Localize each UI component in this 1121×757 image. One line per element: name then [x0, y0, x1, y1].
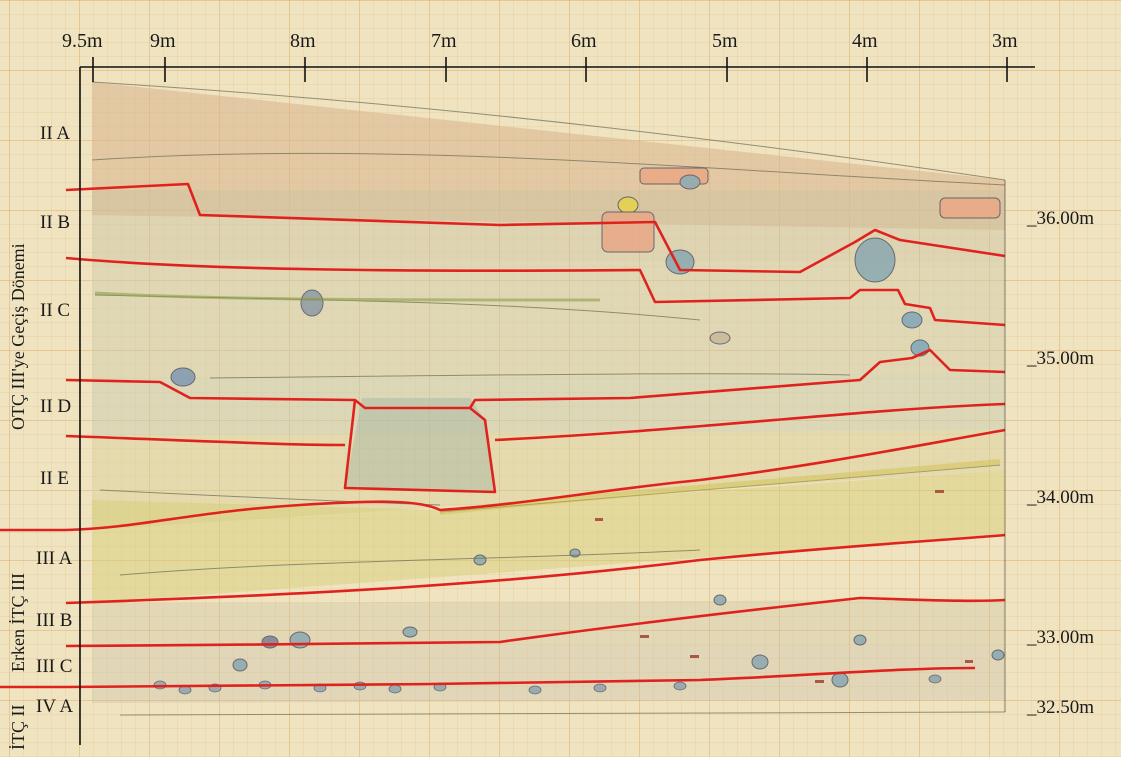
boundary-iia-iib [65, 182, 1006, 274]
boundary-iib-iic [65, 256, 1006, 327]
layer-label-iii-a: III A [36, 548, 73, 569]
x-tick-label: 3m [992, 30, 1018, 52]
boundary-iid-iie [65, 402, 1006, 447]
x-tick-label: 5m [712, 30, 738, 52]
boundary-lines [65, 182, 1006, 689]
elevation-label: _36.00m [1027, 208, 1095, 229]
layer-label-ii-e: II E [40, 468, 70, 489]
layer-label-iii-c: III C [36, 656, 73, 677]
brick-fragments [595, 490, 973, 683]
boundary-iiic-iva [65, 666, 976, 689]
layer-label-iv-a: IV A [36, 696, 74, 717]
yellow-lens [439, 459, 1001, 515]
layer-fill-ii-a [92, 82, 1005, 230]
layer-label-ii-d: II D [40, 396, 72, 417]
elevation-label: _32.50m [1027, 697, 1095, 718]
x-tick-label: 9.5m [62, 30, 103, 52]
boundary-iiia-iiib [65, 533, 1006, 605]
x-tick-label: 6m [571, 30, 597, 52]
axes [79, 57, 1035, 745]
layer-fill-iii-a [92, 470, 1005, 603]
elevation-label: _34.00m [1027, 487, 1095, 508]
boundary-iie-iiia [65, 428, 1006, 532]
layer-label-ii-a: II A [40, 123, 71, 144]
layer-fill-ii-c [92, 260, 1005, 380]
layer-label-ii-b: II B [40, 212, 71, 233]
pit-outline [343, 399, 497, 494]
elevation-label: _33.00m [1027, 627, 1095, 648]
x-tick-label: 7m [431, 30, 457, 52]
elevation-label: _35.00m [1027, 348, 1095, 369]
layer-label-ii-c: II C [40, 300, 71, 321]
boundary-iiib-iiic [65, 596, 1006, 648]
green-lens [94, 291, 601, 302]
layer-label-iii-b: III B [36, 610, 73, 631]
x-tick-label: 4m [852, 30, 878, 52]
x-tick-label: 9m [150, 30, 176, 52]
layer-fill-ii-b [92, 190, 1005, 262]
layer-fill-iii-b [92, 600, 1005, 646]
boundary-iic-iid [65, 348, 1006, 410]
pit-feature [345, 398, 495, 492]
x-tick-label: 8m [290, 30, 316, 52]
